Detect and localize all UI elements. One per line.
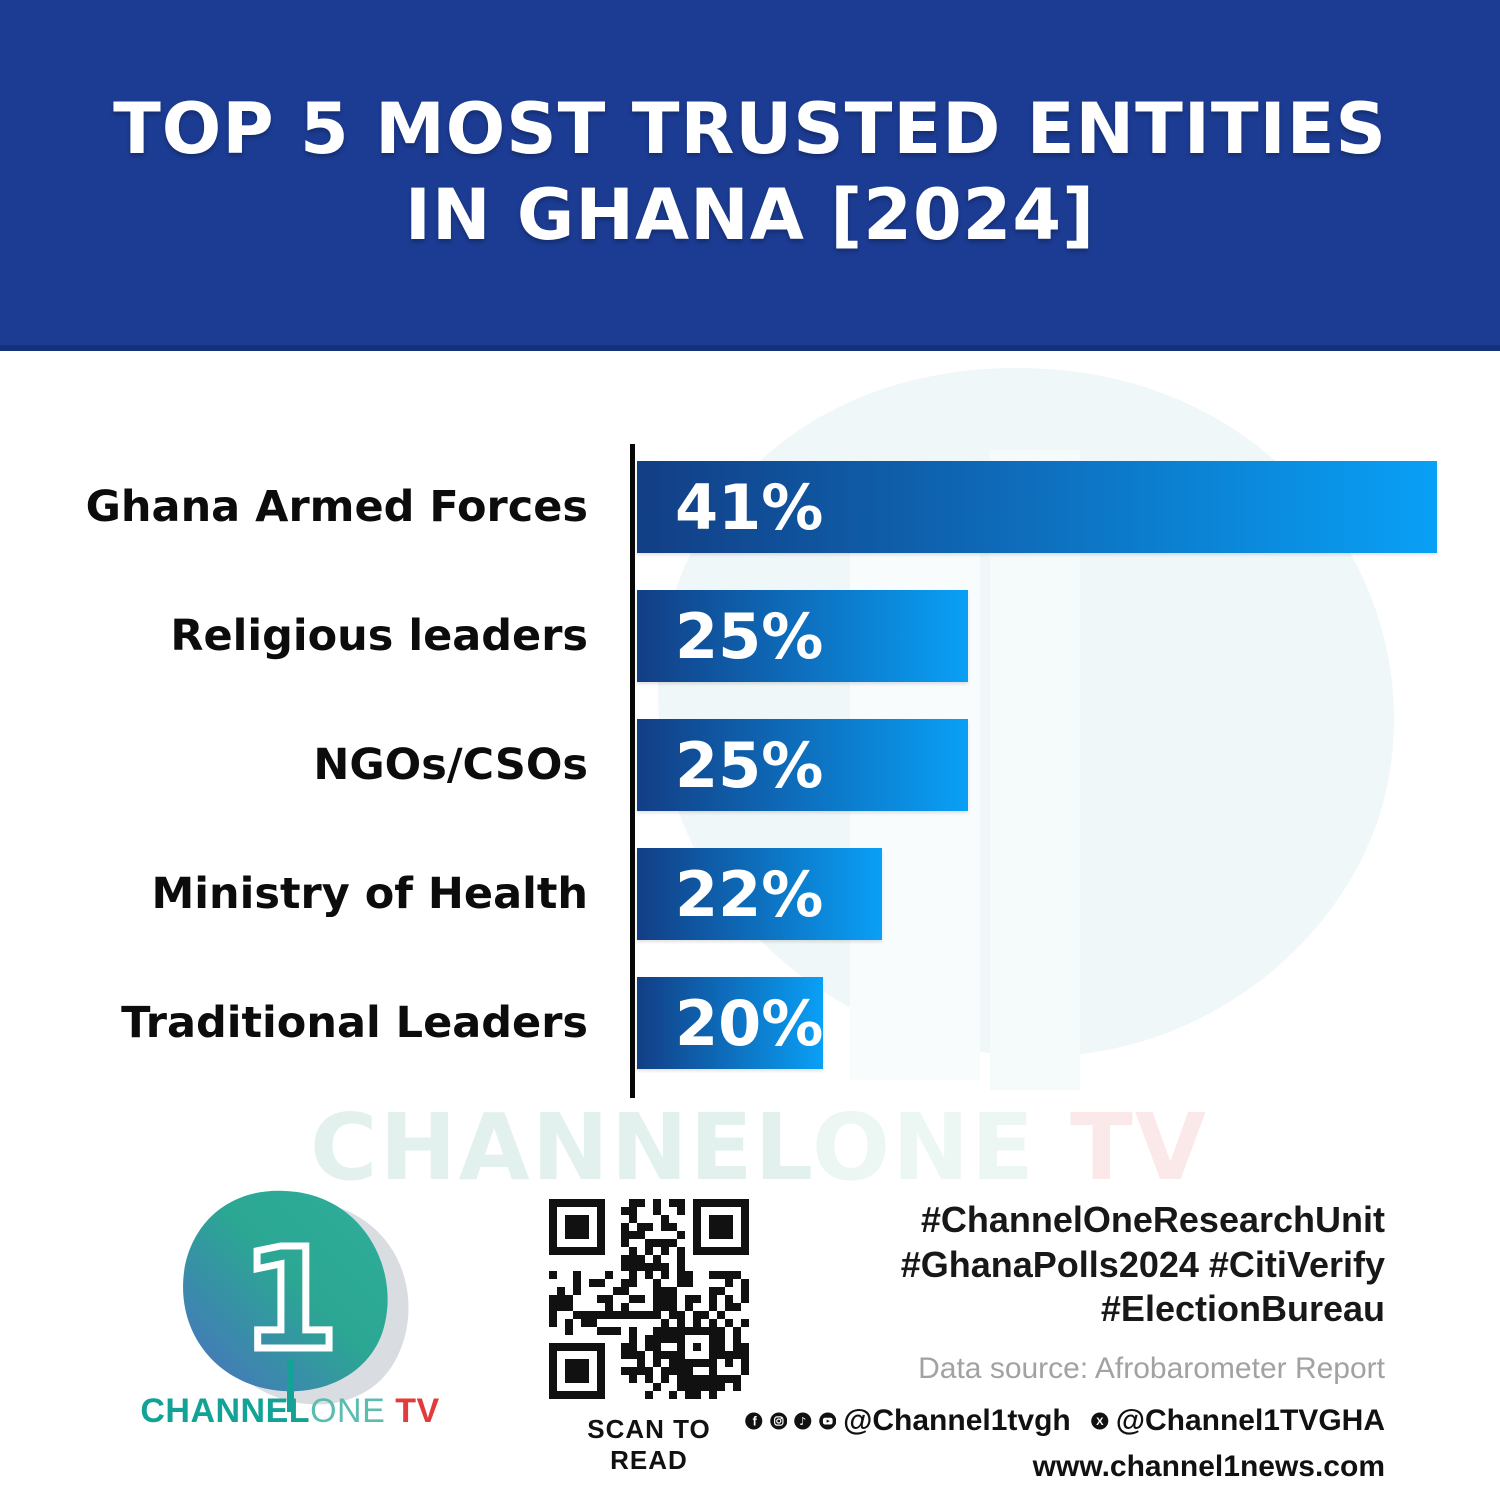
logo-digit-stem <box>287 1360 294 1412</box>
logo-graphic: 1 <box>183 1190 409 1412</box>
svg-text:♪: ♪ <box>799 1415 806 1428</box>
qr-code <box>549 1199 749 1399</box>
bar-chart: Ghana Armed Forces 41% Religious leaders 25… <box>0 461 1437 1069</box>
category-label: Ministry of Health <box>151 869 588 919</box>
watermark-part1: CHANNEL <box>310 1094 812 1201</box>
hashtag-line1: #ChannelOneResearchUnit <box>920 1199 1385 1240</box>
bar: 22% <box>637 848 882 940</box>
bar: 25% <box>637 719 968 811</box>
logo-digit: 1 <box>241 1219 338 1382</box>
bar: 20% <box>637 977 823 1069</box>
svg-text:X: X <box>1096 1416 1104 1428</box>
tiktok-icon: ♪ <box>794 1412 812 1430</box>
qr-caption: SCAN TO READ <box>587 1414 711 1475</box>
chart-row: Ghana Armed Forces 41% <box>0 461 1437 553</box>
brand-wordmark: CHANNELONE TV <box>135 1392 445 1431</box>
social-handle-x: @Channel1TVGHA <box>1115 1403 1385 1437</box>
facebook-icon: f <box>745 1412 763 1430</box>
chart-row: Religious leaders 25% <box>0 590 1437 682</box>
hashtag-line2: #GhanaPolls2024 #CitiVerify <box>900 1243 1385 1285</box>
bar: 41% <box>637 461 1437 553</box>
bar-value-label: 22% <box>675 857 824 931</box>
category-label: Ghana Armed Forces <box>85 482 588 532</box>
category-label: NGOs/CSOs <box>313 740 588 790</box>
bar-value-label: 25% <box>675 728 824 802</box>
bar-value-label: 20% <box>675 986 824 1060</box>
channel-one-watermark: CHANNELONE TV <box>310 1094 1206 1201</box>
chart-row: NGOs/CSOs 25% <box>0 719 1437 811</box>
footer-right-block: #ChannelOneResearchUnit #GhanaPolls2024 … <box>745 1198 1385 1484</box>
channel-one-logo: 1 <box>135 1180 445 1435</box>
social-handle-main: @Channel1tvgh <box>843 1403 1071 1437</box>
brand-part1: CHANNEL <box>140 1392 311 1430</box>
social-row: f ♪ @Channel1tvgh X @ <box>745 1402 1385 1440</box>
category-label: Religious leaders <box>170 611 588 661</box>
bar-value-label: 25% <box>675 599 824 673</box>
x-icon: X <box>1091 1412 1109 1430</box>
logo-main-pebble <box>183 1190 388 1392</box>
category-label: Traditional Leaders <box>121 998 588 1048</box>
data-source: Data source: Afrobarometer Report <box>918 1351 1385 1385</box>
bar-value-label: 41% <box>675 470 824 544</box>
qr-block: SCAN TO READ <box>549 1199 749 1476</box>
page-title-line2: IN GHANA [2024] <box>404 173 1096 256</box>
brand-part2: ONE <box>310 1392 386 1430</box>
chart-row: Ministry of Health 22% <box>0 848 1437 940</box>
chart-row: Traditional Leaders 20% <box>0 977 1437 1069</box>
brand-part3: TV <box>385 1392 440 1430</box>
header-banner: TOP 5 MOST TRUSTED ENTITIES IN GHANA [20… <box>0 0 1500 351</box>
website-url: www.channel1news.com <box>1032 1449 1385 1483</box>
bar: 25% <box>637 590 968 682</box>
page-title-line1: TOP 5 MOST TRUSTED ENTITIES <box>113 88 1387 171</box>
watermark-part3: TV <box>1035 1094 1208 1201</box>
chart-axis-line <box>630 444 635 1098</box>
watermark-part2: ONE <box>811 1094 1036 1201</box>
youtube-icon <box>818 1412 836 1430</box>
svg-text:f: f <box>753 1414 758 1428</box>
instagram-icon <box>769 1412 787 1430</box>
hashtag-line3: #ElectionBureau <box>1100 1288 1385 1330</box>
